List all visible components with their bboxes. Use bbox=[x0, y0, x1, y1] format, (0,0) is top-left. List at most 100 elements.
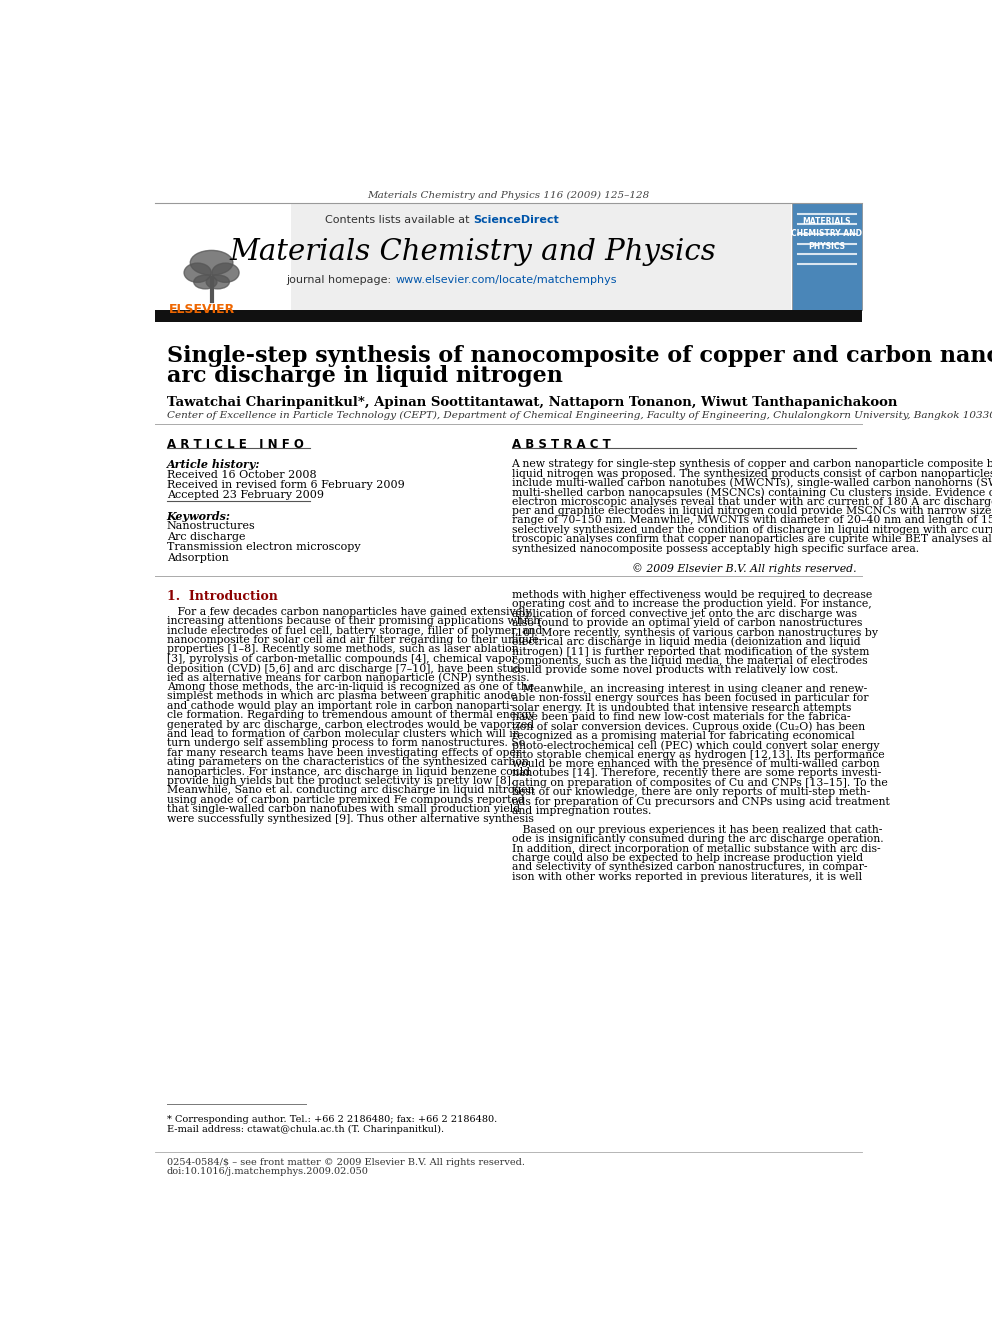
Text: multi-shelled carbon nanocapsules (MSCNCs) containing Cu clusters inside. Eviden: multi-shelled carbon nanocapsules (MSCNC… bbox=[512, 487, 992, 497]
Text: increasing attentions because of their promising applications which: increasing attentions because of their p… bbox=[167, 617, 540, 626]
Ellipse shape bbox=[190, 250, 233, 275]
Text: application of forced convective jet onto the arc discharge was: application of forced convective jet ont… bbox=[512, 609, 856, 619]
Text: Adsorption: Adsorption bbox=[167, 553, 228, 562]
Text: Article history:: Article history: bbox=[167, 459, 260, 470]
Text: Received 16 October 2008: Received 16 October 2008 bbox=[167, 470, 316, 480]
Text: A B S T R A C T: A B S T R A C T bbox=[512, 438, 610, 451]
Text: far many research teams have been investigating effects of oper-: far many research teams have been invest… bbox=[167, 747, 525, 758]
Text: Accepted 23 February 2009: Accepted 23 February 2009 bbox=[167, 490, 323, 500]
Text: Center of Excellence in Particle Technology (CEPT), Department of Chemical Engin: Center of Excellence in Particle Technol… bbox=[167, 411, 992, 421]
Bar bbox=[155, 202, 291, 311]
Text: ELSEVIER: ELSEVIER bbox=[169, 303, 235, 316]
Text: ods for preparation of Cu precursors and CNPs using acid treatment: ods for preparation of Cu precursors and… bbox=[512, 796, 889, 807]
Text: photo-electrochemical cell (PEC) which could convert solar energy: photo-electrochemical cell (PEC) which c… bbox=[512, 741, 879, 751]
Text: synthesized nanocomposite possess acceptably high specific surface area.: synthesized nanocomposite possess accept… bbox=[512, 544, 919, 553]
Text: nanoparticles. For instance, arc discharge in liquid benzene could: nanoparticles. For instance, arc dischar… bbox=[167, 766, 530, 777]
Text: could provide some novel products with relatively low cost.: could provide some novel products with r… bbox=[512, 665, 838, 675]
Text: and cathode would play an important role in carbon nanoparti-: and cathode would play an important role… bbox=[167, 701, 513, 710]
Text: Tawatchai Charinpanitkul*, Apinan Soottitantawat, Nattaporn Tonanon, Wiwut Tanth: Tawatchai Charinpanitkul*, Apinan Sootti… bbox=[167, 396, 897, 409]
Text: electrical arc discharge in liquid media (deionization and liquid: electrical arc discharge in liquid media… bbox=[512, 636, 860, 647]
Text: cle formation. Regarding to tremendous amount of thermal energy: cle formation. Regarding to tremendous a… bbox=[167, 710, 534, 720]
Text: simplest methods in which arc plasma between graphitic anode: simplest methods in which arc plasma bet… bbox=[167, 692, 517, 701]
Text: components, such as the liquid media, the material of electrodes: components, such as the liquid media, th… bbox=[512, 656, 867, 665]
Text: 0254-0584/$ – see front matter © 2009 Elsevier B.V. All rights reserved.: 0254-0584/$ – see front matter © 2009 El… bbox=[167, 1158, 525, 1167]
Text: and selectivity of synthesized carbon nanostructures, in compar-: and selectivity of synthesized carbon na… bbox=[512, 863, 867, 872]
Text: tion of solar conversion devices. Cuprous oxide (Cu₂O) has been: tion of solar conversion devices. Cuprou… bbox=[512, 721, 865, 732]
Text: charge could also be expected to help increase production yield: charge could also be expected to help in… bbox=[512, 853, 863, 863]
Text: and lead to formation of carbon molecular clusters which will in: and lead to formation of carbon molecula… bbox=[167, 729, 520, 740]
Text: ode is insignificantly consumed during the arc discharge operation.: ode is insignificantly consumed during t… bbox=[512, 835, 883, 844]
Text: Materials Chemistry and Physics 116 (2009) 125–128: Materials Chemistry and Physics 116 (200… bbox=[367, 191, 650, 200]
Text: liquid nitrogen was proposed. The synthesized products consist of carbon nanopar: liquid nitrogen was proposed. The synthe… bbox=[512, 468, 992, 479]
Text: that single-walled carbon nanotubes with small production yield: that single-walled carbon nanotubes with… bbox=[167, 804, 520, 814]
Text: journal homepage:: journal homepage: bbox=[287, 275, 395, 284]
Text: gating on preparation of composites of Cu and CNPs [13–15]. To the: gating on preparation of composites of C… bbox=[512, 778, 887, 787]
Text: 1.  Introduction: 1. Introduction bbox=[167, 590, 278, 603]
Text: operating cost and to increase the production yield. For instance,: operating cost and to increase the produ… bbox=[512, 599, 871, 610]
Ellipse shape bbox=[193, 275, 217, 288]
Text: troscopic analyses confirm that copper nanoparticles are cuprite while BET analy: troscopic analyses confirm that copper n… bbox=[512, 534, 992, 544]
Text: MATERIALS
CHEMISTRY AND
PHYSICS: MATERIALS CHEMISTRY AND PHYSICS bbox=[792, 217, 862, 250]
Text: Based on our previous experiences it has been realized that cath-: Based on our previous experiences it has… bbox=[512, 824, 882, 835]
Text: Among those methods, the arc-in-liquid is recognized as one of the: Among those methods, the arc-in-liquid i… bbox=[167, 683, 534, 692]
Text: using anode of carbon particle premixed Fe compounds reported: using anode of carbon particle premixed … bbox=[167, 795, 524, 804]
Text: include multi-walled carbon nanotubes (MWCNTs), single-walled carbon nanohorns (: include multi-walled carbon nanotubes (M… bbox=[512, 478, 992, 488]
Text: ison with other works reported in previous literatures, it is well: ison with other works reported in previo… bbox=[512, 872, 862, 882]
Text: recognized as a promising material for fabricating economical: recognized as a promising material for f… bbox=[512, 730, 854, 741]
Text: and impregnation routes.: and impregnation routes. bbox=[512, 806, 651, 816]
Text: ating parameters on the characteristics of the synthesized carbon: ating parameters on the characteristics … bbox=[167, 757, 529, 767]
Text: ied as alternative means for carbon nanoparticle (CNP) synthesis.: ied as alternative means for carbon nano… bbox=[167, 672, 529, 683]
Text: In addition, direct incorporation of metallic substance with arc dis-: In addition, direct incorporation of met… bbox=[512, 844, 880, 853]
Text: turn undergo self assembling process to form nanostructures. So: turn undergo self assembling process to … bbox=[167, 738, 525, 749]
Text: deposition (CVD) [5,6] and arc discharge [7–10], have been stud-: deposition (CVD) [5,6] and arc discharge… bbox=[167, 663, 524, 673]
Text: include electrodes of fuel cell, battery storage, filler of polymer, and: include electrodes of fuel cell, battery… bbox=[167, 626, 542, 635]
Text: were successfully synthesized [9]. Thus other alternative synthesis: were successfully synthesized [9]. Thus … bbox=[167, 814, 534, 824]
Text: [3], pyrolysis of carbon-metallic compounds [4], chemical vapor: [3], pyrolysis of carbon-metallic compou… bbox=[167, 654, 517, 664]
Text: Keywords:: Keywords: bbox=[167, 512, 230, 523]
Text: A new strategy for single-step synthesis of copper and carbon nanoparticle compo: A new strategy for single-step synthesis… bbox=[512, 459, 992, 470]
Bar bbox=[792, 202, 862, 311]
Text: properties [1–8]. Recently some methods, such as laser ablation: properties [1–8]. Recently some methods,… bbox=[167, 644, 518, 655]
Text: Meanwhile, an increasing interest in using cleaner and renew-: Meanwhile, an increasing interest in usi… bbox=[512, 684, 867, 693]
Text: © 2009 Elsevier B.V. All rights reserved.: © 2009 Elsevier B.V. All rights reserved… bbox=[632, 564, 856, 574]
Text: electron microscopic analyses reveal that under with arc current of 180 A arc di: electron microscopic analyses reveal tha… bbox=[512, 496, 992, 507]
Text: Transmission electron microscopy: Transmission electron microscopy bbox=[167, 542, 360, 552]
Text: Meanwhile, Sano et al. conducting arc discharge in liquid nitrogen: Meanwhile, Sano et al. conducting arc di… bbox=[167, 786, 535, 795]
Text: would be more enhanced with the presence of multi-walled carbon: would be more enhanced with the presence… bbox=[512, 759, 879, 769]
Text: methods with higher effectiveness would be required to decrease: methods with higher effectiveness would … bbox=[512, 590, 872, 599]
Text: Arc discharge: Arc discharge bbox=[167, 532, 245, 542]
Text: doi:10.1016/j.matchemphys.2009.02.050: doi:10.1016/j.matchemphys.2009.02.050 bbox=[167, 1167, 368, 1176]
Text: also found to provide an optimal yield of carbon nanostructures: also found to provide an optimal yield o… bbox=[512, 618, 862, 628]
Text: per and graphite electrodes in liquid nitrogen could provide MSCNCs with narrow : per and graphite electrodes in liquid ni… bbox=[512, 505, 992, 516]
Text: Nanostructures: Nanostructures bbox=[167, 521, 255, 532]
Text: into storable chemical energy as hydrogen [12,13]. Its performance: into storable chemical energy as hydroge… bbox=[512, 750, 884, 759]
Text: For a few decades carbon nanoparticles have gained extensively: For a few decades carbon nanoparticles h… bbox=[167, 607, 532, 617]
Ellipse shape bbox=[206, 275, 229, 288]
Text: ScienceDirect: ScienceDirect bbox=[473, 214, 558, 225]
Text: able non-fossil energy sources has been focused in particular for: able non-fossil energy sources has been … bbox=[512, 693, 868, 704]
Text: E-mail address: ctawat@chula.ac.th (T. Charinpanitkul).: E-mail address: ctawat@chula.ac.th (T. C… bbox=[167, 1125, 443, 1134]
Ellipse shape bbox=[185, 263, 211, 282]
Text: Contents lists available at: Contents lists available at bbox=[324, 214, 473, 225]
Text: best of our knowledge, there are only reports of multi-step meth-: best of our knowledge, there are only re… bbox=[512, 787, 870, 798]
Ellipse shape bbox=[212, 263, 239, 282]
Text: * Corresponding author. Tel.: +66 2 2186480; fax: +66 2 2186480.: * Corresponding author. Tel.: +66 2 2186… bbox=[167, 1115, 497, 1125]
Text: solar energy. It is undoubted that intensive research attempts: solar energy. It is undoubted that inten… bbox=[512, 703, 851, 713]
Text: provide high yields but the product selectivity is pretty low [8].: provide high yields but the product sele… bbox=[167, 777, 514, 786]
Text: Received in revised form 6 February 2009: Received in revised form 6 February 2009 bbox=[167, 480, 405, 490]
Bar bbox=[155, 202, 791, 311]
Text: [10]. More recently, synthesis of various carbon nanostructures by: [10]. More recently, synthesis of variou… bbox=[512, 627, 878, 638]
Text: A R T I C L E   I N F O: A R T I C L E I N F O bbox=[167, 438, 304, 451]
Text: nanocomposite for solar cell and air filter regarding to their unique: nanocomposite for solar cell and air fil… bbox=[167, 635, 539, 646]
Bar bbox=[155, 311, 862, 321]
Text: generated by arc discharge, carbon electrodes would be vaporized: generated by arc discharge, carbon elect… bbox=[167, 720, 534, 729]
Text: Single-step synthesis of nanocomposite of copper and carbon nanoparticles using: Single-step synthesis of nanocomposite o… bbox=[167, 345, 992, 366]
Text: www.elsevier.com/locate/matchemphys: www.elsevier.com/locate/matchemphys bbox=[395, 275, 617, 284]
Text: arc discharge in liquid nitrogen: arc discharge in liquid nitrogen bbox=[167, 365, 562, 388]
Text: Materials Chemistry and Physics: Materials Chemistry and Physics bbox=[229, 238, 716, 266]
Text: have been paid to find new low-cost materials for the fabrica-: have been paid to find new low-cost mate… bbox=[512, 712, 850, 722]
Text: nanotubes [14]. Therefore, recently there are some reports investi-: nanotubes [14]. Therefore, recently ther… bbox=[512, 769, 881, 778]
Text: selectively synthesized under the condition of discharge in liquid nitrogen with: selectively synthesized under the condit… bbox=[512, 525, 992, 534]
Text: range of 70–150 nm. Meanwhile, MWCNTs with diameter of 20–40 nm and length of 15: range of 70–150 nm. Meanwhile, MWCNTs wi… bbox=[512, 516, 992, 525]
Text: nitrogen) [11] is further reported that modification of the system: nitrogen) [11] is further reported that … bbox=[512, 647, 869, 658]
